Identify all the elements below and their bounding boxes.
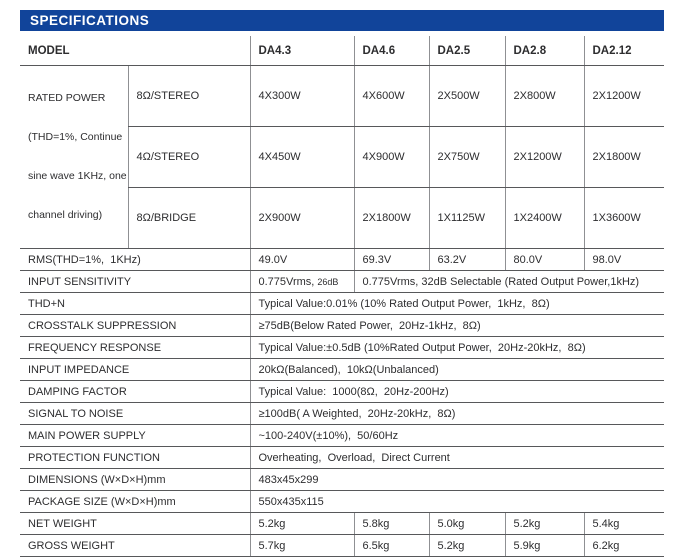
value-cell: 6.2kg bbox=[583, 534, 664, 557]
value-cell: 0.775Vrms, 32dB Selectable (Rated Output… bbox=[353, 270, 664, 293]
rated-power-label-line: sine wave 1KHz, one bbox=[28, 170, 127, 182]
value-cell: 1X1125W bbox=[428, 187, 505, 249]
value-cell: Overheating, Overload, Direct Current bbox=[249, 446, 664, 469]
model-name-da2-5: DA2.5 bbox=[428, 36, 505, 66]
value-cell: 6.5kg bbox=[353, 534, 429, 557]
table-row-signal-to-noise: SIGNAL TO NOISE ≥100dB( A Weighted, 20Hz… bbox=[20, 402, 664, 425]
value-cell: 5.4kg bbox=[583, 512, 664, 535]
spec-label: DAMPING FACTOR bbox=[20, 380, 250, 403]
table-row-thd-n: THD+N Typical Value:0.01% (10% Rated Out… bbox=[20, 292, 664, 315]
spec-label: INPUT SENSITIVITY bbox=[20, 270, 250, 293]
sensitivity-gain: 26dB bbox=[317, 276, 339, 287]
value-cell: 4X900W bbox=[353, 126, 429, 188]
value-cell: 5.9kg bbox=[504, 534, 584, 557]
value-cell: 5.2kg bbox=[504, 512, 584, 535]
value-cell: 2X900W bbox=[249, 187, 354, 249]
value-cell: 5.8kg bbox=[353, 512, 429, 535]
sensitivity-value: 0.775Vrms, bbox=[258, 275, 318, 288]
value-cell: 69.3V bbox=[353, 248, 429, 271]
condition-cell: 4Ω/STEREO bbox=[127, 126, 250, 188]
table-row-net-weight: NET WEIGHT 5.2kg 5.8kg 5.0kg 5.2kg 5.4kg bbox=[20, 512, 664, 535]
spec-label: DIMENSIONS (W×D×H)mm bbox=[20, 468, 250, 491]
table-row-package-size: PACKAGE SIZE (W×D×H)mm 550x435x115 bbox=[20, 490, 664, 513]
spec-label: PROTECTION FUNCTION bbox=[20, 446, 250, 469]
table-row-damping-factor: DAMPING FACTOR Typical Value: 1000(8Ω, 2… bbox=[20, 380, 664, 403]
value-cell: 1X2400W bbox=[504, 187, 584, 249]
condition-cell: 8Ω/BRIDGE bbox=[127, 187, 250, 249]
page-title: SPECIFICATIONS bbox=[30, 13, 150, 28]
value-cell: 4X450W bbox=[249, 126, 354, 188]
spec-label: GROSS WEIGHT bbox=[20, 534, 250, 557]
value-cell: 2X750W bbox=[428, 126, 505, 188]
value-cell: 483x45x299 bbox=[249, 468, 664, 491]
rated-power-label: RATED POWER (THD=1%, Continue sine wave … bbox=[20, 65, 128, 249]
table-row-input-sensitivity: INPUT SENSITIVITY 0.775Vrms, 26dB 0.775V… bbox=[20, 270, 664, 293]
value-cell: 80.0V bbox=[504, 248, 584, 271]
value-cell: 2X1800W bbox=[353, 187, 429, 249]
value-cell: Typical Value:0.01% (10% Rated Output Po… bbox=[249, 292, 664, 315]
value-cell: 49.0V bbox=[249, 248, 354, 271]
value-cell: ≥75dB(Below Rated Power, 20Hz-1kHz, 8Ω) bbox=[249, 314, 664, 337]
table-row-rated-power-4ohm-stereo: 4Ω/STEREO 4X450W 4X900W 2X750W 2X1200W 2… bbox=[20, 126, 664, 188]
model-name-da2-8: DA2.8 bbox=[504, 36, 584, 66]
spec-label: PACKAGE SIZE (W×D×H)mm bbox=[20, 490, 250, 513]
spec-label: THD+N bbox=[20, 292, 250, 315]
value-cell: ≥100dB( A Weighted, 20Hz-20kHz, 8Ω) bbox=[249, 402, 664, 425]
value-cell: 550x435x115 bbox=[249, 490, 664, 513]
value-cell: 2X1200W bbox=[504, 126, 584, 188]
specifications-table: MODEL DA4.3 DA4.6 DA2.5 DA2.8 DA2.12 RAT… bbox=[20, 36, 664, 557]
spec-label: FREQUENCY RESPONSE bbox=[20, 336, 250, 359]
value-cell: 2X800W bbox=[504, 65, 584, 127]
model-name-da4-6: DA4.6 bbox=[353, 36, 429, 66]
value-cell: 2X1800W bbox=[583, 126, 664, 188]
value-cell: 1X3600W bbox=[583, 187, 664, 249]
value-cell: 4X300W bbox=[249, 65, 354, 127]
value-cell: 0.775Vrms, 26dB bbox=[249, 270, 354, 293]
value-cell: 2X500W bbox=[428, 65, 505, 127]
value-cell: 2X1200W bbox=[583, 65, 664, 127]
table-row-model: MODEL DA4.3 DA4.6 DA2.5 DA2.8 DA2.12 bbox=[20, 36, 664, 66]
table-row-dimensions: DIMENSIONS (W×D×H)mm 483x45x299 bbox=[20, 468, 664, 491]
value-cell: Typical Value:±0.5dB (10%Rated Output Po… bbox=[249, 336, 664, 359]
value-cell: 63.2V bbox=[428, 248, 505, 271]
model-name-da4-3: DA4.3 bbox=[249, 36, 354, 66]
model-name-da2-12: DA2.12 bbox=[583, 36, 664, 66]
table-row-input-impedance: INPUT IMPEDANCE 20kΩ(Balanced), 10kΩ(Unb… bbox=[20, 358, 664, 381]
rated-power-label-line: RATED POWER bbox=[28, 92, 106, 104]
table-row-rated-power-8ohm-bridge: 8Ω/BRIDGE 2X900W 2X1800W 1X1125W 1X2400W… bbox=[20, 187, 664, 249]
spec-label: INPUT IMPEDANCE bbox=[20, 358, 250, 381]
model-header-label: MODEL bbox=[20, 36, 250, 66]
value-cell: 5.2kg bbox=[249, 512, 354, 535]
rated-power-label-line: (THD=1%, Continue bbox=[28, 131, 123, 143]
spec-label: NET WEIGHT bbox=[20, 512, 250, 535]
value-cell: 5.0kg bbox=[428, 512, 505, 535]
value-cell: Typical Value: 1000(8Ω, 20Hz-200Hz) bbox=[249, 380, 664, 403]
rated-power-label-line: channel driving) bbox=[28, 209, 103, 221]
spec-label: SIGNAL TO NOISE bbox=[20, 402, 250, 425]
specifications-banner: SPECIFICATIONS bbox=[20, 10, 664, 31]
table-row-gross-weight: GROSS WEIGHT 5.7kg 6.5kg 5.2kg 5.9kg 6.2… bbox=[20, 534, 664, 557]
value-cell: 98.0V bbox=[583, 248, 664, 271]
value-cell: 5.2kg bbox=[428, 534, 505, 557]
table-row-protection-function: PROTECTION FUNCTION Overheating, Overloa… bbox=[20, 446, 664, 469]
value-cell: 4X600W bbox=[353, 65, 429, 127]
table-row-crosstalk-suppression: CROSSTALK SUPPRESSION ≥75dB(Below Rated … bbox=[20, 314, 664, 337]
table-row-rms: RMS(THD=1%, 1KHz) 49.0V 69.3V 63.2V 80.0… bbox=[20, 248, 664, 271]
spec-label: RMS(THD=1%, 1KHz) bbox=[20, 248, 250, 271]
table-row-rated-power-8ohm-stereo: RATED POWER (THD=1%, Continue sine wave … bbox=[20, 65, 664, 249]
table-row-frequency-response: FREQUENCY RESPONSE Typical Value:±0.5dB … bbox=[20, 336, 664, 359]
value-cell: 20kΩ(Balanced), 10kΩ(Unbalanced) bbox=[249, 358, 664, 381]
spec-label: CROSSTALK SUPPRESSION bbox=[20, 314, 250, 337]
value-cell: 5.7kg bbox=[249, 534, 354, 557]
condition-cell: 8Ω/STEREO bbox=[127, 65, 250, 127]
